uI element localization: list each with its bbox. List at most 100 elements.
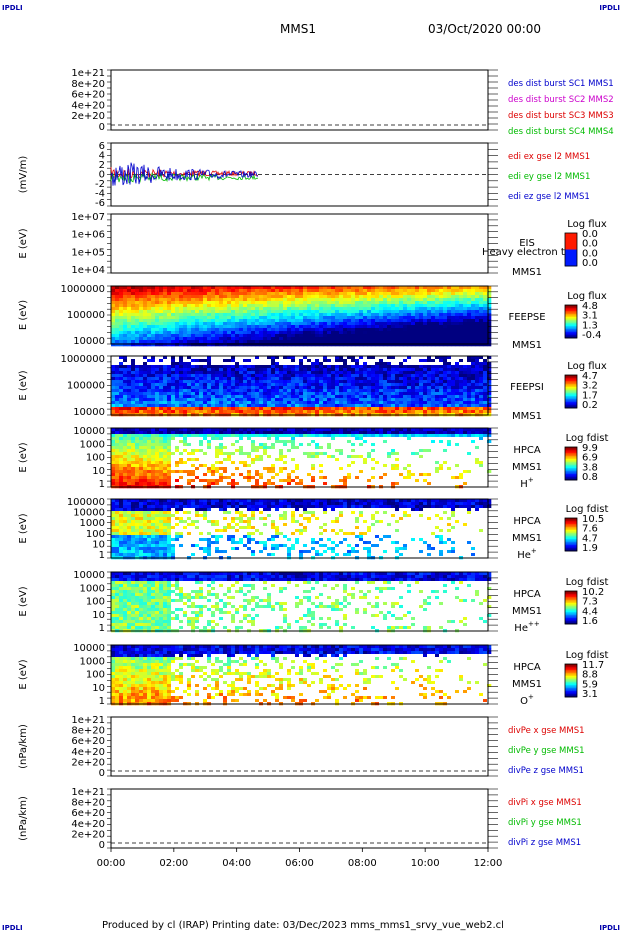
heatmap-cell xyxy=(299,380,304,384)
heatmap-cell xyxy=(479,380,484,384)
heatmap-cell xyxy=(375,380,380,384)
heatmap-cell xyxy=(323,392,328,396)
heatmap-cell xyxy=(283,407,288,411)
heatmap-cell xyxy=(211,404,216,408)
heatmap-cell xyxy=(251,473,256,477)
heatmap-cell xyxy=(363,316,368,320)
heatmap-cell xyxy=(287,383,292,387)
heatmap-cell xyxy=(403,340,408,344)
heatmap-cell xyxy=(319,359,324,363)
heatmap-cell xyxy=(363,295,368,299)
heatmap-cell xyxy=(483,319,488,323)
heatmap-cell xyxy=(391,356,396,360)
heatmap-cell xyxy=(195,356,200,360)
heatmap-cell xyxy=(351,331,356,335)
heatmap-cell xyxy=(227,307,232,311)
heatmap-cell xyxy=(471,368,476,372)
heatmap-cell xyxy=(235,443,240,447)
heatmap-cell xyxy=(119,443,124,447)
heatmap-cell xyxy=(179,473,184,477)
heatmap-cell xyxy=(111,461,116,465)
heatmap-cell xyxy=(475,301,480,305)
heatmap-cell xyxy=(123,340,128,344)
heatmap-cell xyxy=(447,383,452,387)
heatmap-cell xyxy=(159,386,164,390)
heatmap-cell xyxy=(483,334,488,338)
heatmap-cell xyxy=(259,458,264,462)
heatmap-cell xyxy=(207,395,212,399)
heatmap-cell xyxy=(187,368,192,372)
heatmap-cell xyxy=(259,389,264,393)
heatmap-cell xyxy=(123,395,128,399)
heatmap-cell xyxy=(363,392,368,396)
heatmap-cell xyxy=(339,292,344,296)
heatmap-cell xyxy=(331,343,336,347)
heatmap-cell xyxy=(159,325,164,329)
heatmap-cell xyxy=(151,392,156,396)
heatmap-cell xyxy=(395,307,400,311)
heatmap-cell xyxy=(331,383,336,387)
heatmap-cell xyxy=(463,313,468,317)
heatmap-cell xyxy=(315,307,320,311)
heatmap-cell xyxy=(423,365,428,369)
heatmap-cell xyxy=(111,437,116,441)
heatmap-cell xyxy=(451,392,456,396)
heatmap-cell xyxy=(171,431,176,435)
heatmap-cell xyxy=(423,298,428,302)
heatmap-cell xyxy=(431,331,436,335)
heatmap-cell xyxy=(231,325,236,329)
heatmap-cell xyxy=(367,383,372,387)
heatmap-cell xyxy=(259,331,264,335)
heatmap-cell xyxy=(251,479,256,483)
heatmap-cell xyxy=(283,386,288,390)
heatmap-cell xyxy=(219,479,224,483)
heatmap-cell xyxy=(131,455,136,459)
heatmap-cell xyxy=(319,392,324,396)
heatmap-cell xyxy=(191,443,196,447)
heatmap-cell xyxy=(263,464,268,468)
heatmap-cell xyxy=(131,362,136,366)
heatmap-cell xyxy=(331,392,336,396)
heatmap-cell xyxy=(467,325,472,329)
heatmap-cell xyxy=(127,304,132,308)
heatmap-cell xyxy=(191,331,196,335)
heatmap-cell xyxy=(179,467,184,471)
heatmap-cell xyxy=(199,383,204,387)
heatmap-cell xyxy=(183,404,188,408)
heatmap-cell xyxy=(295,325,300,329)
heatmap-cell xyxy=(119,292,124,296)
heatmap-cell xyxy=(255,322,260,326)
heatmap-cell xyxy=(195,331,200,335)
heatmap-cell xyxy=(259,482,264,486)
heatmap-cell xyxy=(479,328,484,332)
heatmap-cell xyxy=(467,407,472,411)
heatmap-cell xyxy=(423,380,428,384)
heatmap-cell xyxy=(295,407,300,411)
heatmap-cell xyxy=(435,319,440,323)
heatmap-cell xyxy=(239,386,244,390)
heatmap-cell xyxy=(239,461,244,465)
heatmap-cell xyxy=(227,479,232,483)
heatmap-cell xyxy=(463,316,468,320)
heatmap-cell xyxy=(139,443,144,447)
heatmap-cell xyxy=(279,476,284,480)
heatmap-cell xyxy=(443,401,448,405)
colorbar-swatch xyxy=(565,402,577,404)
heatmap-cell xyxy=(211,371,216,375)
heatmap-cell xyxy=(407,295,412,299)
heatmap-cell xyxy=(435,295,440,299)
heatmap-cell xyxy=(295,461,300,465)
heatmap-cell xyxy=(275,410,280,414)
heatmap-cell xyxy=(399,322,404,326)
heatmap-cell xyxy=(399,298,404,302)
heatmap-cell xyxy=(287,470,292,474)
heatmap-cell xyxy=(115,328,120,332)
heatmap-cell xyxy=(283,319,288,323)
heatmap-cell xyxy=(283,479,288,483)
heatmap-cell xyxy=(135,377,140,381)
heatmap-cell xyxy=(307,286,312,290)
heatmap-cell xyxy=(207,455,212,459)
heatmap-cell xyxy=(247,343,252,347)
heatmap-cell xyxy=(467,383,472,387)
